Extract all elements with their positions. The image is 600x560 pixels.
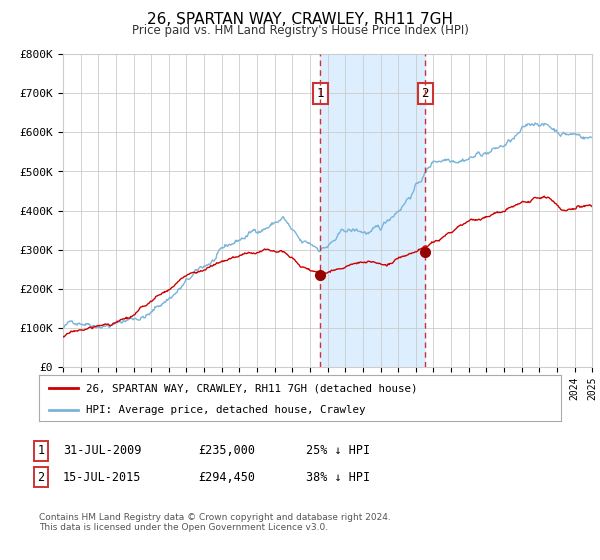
Text: 1: 1	[316, 87, 324, 100]
Text: 26, SPARTAN WAY, CRAWLEY, RH11 7GH (detached house): 26, SPARTAN WAY, CRAWLEY, RH11 7GH (deta…	[86, 383, 418, 393]
Text: 15-JUL-2015: 15-JUL-2015	[63, 470, 142, 484]
Text: 1: 1	[37, 444, 44, 458]
Text: 25% ↓ HPI: 25% ↓ HPI	[306, 444, 370, 458]
Text: 2: 2	[422, 87, 429, 100]
Text: £235,000: £235,000	[198, 444, 255, 458]
Text: 38% ↓ HPI: 38% ↓ HPI	[306, 470, 370, 484]
Text: Contains HM Land Registry data © Crown copyright and database right 2024.: Contains HM Land Registry data © Crown c…	[39, 513, 391, 522]
Text: 2: 2	[37, 470, 44, 484]
Text: HPI: Average price, detached house, Crawley: HPI: Average price, detached house, Craw…	[86, 405, 365, 414]
Text: 31-JUL-2009: 31-JUL-2009	[63, 444, 142, 458]
Text: This data is licensed under the Open Government Licence v3.0.: This data is licensed under the Open Gov…	[39, 523, 328, 532]
Text: Price paid vs. HM Land Registry's House Price Index (HPI): Price paid vs. HM Land Registry's House …	[131, 24, 469, 36]
Text: £294,450: £294,450	[198, 470, 255, 484]
Bar	[320, 54, 425, 367]
Text: 26, SPARTAN WAY, CRAWLEY, RH11 7GH: 26, SPARTAN WAY, CRAWLEY, RH11 7GH	[147, 12, 453, 27]
